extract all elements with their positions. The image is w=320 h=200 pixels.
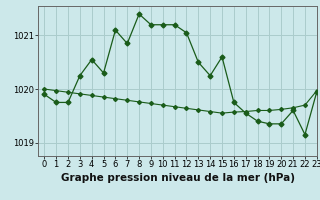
X-axis label: Graphe pression niveau de la mer (hPa): Graphe pression niveau de la mer (hPa)	[60, 173, 295, 183]
